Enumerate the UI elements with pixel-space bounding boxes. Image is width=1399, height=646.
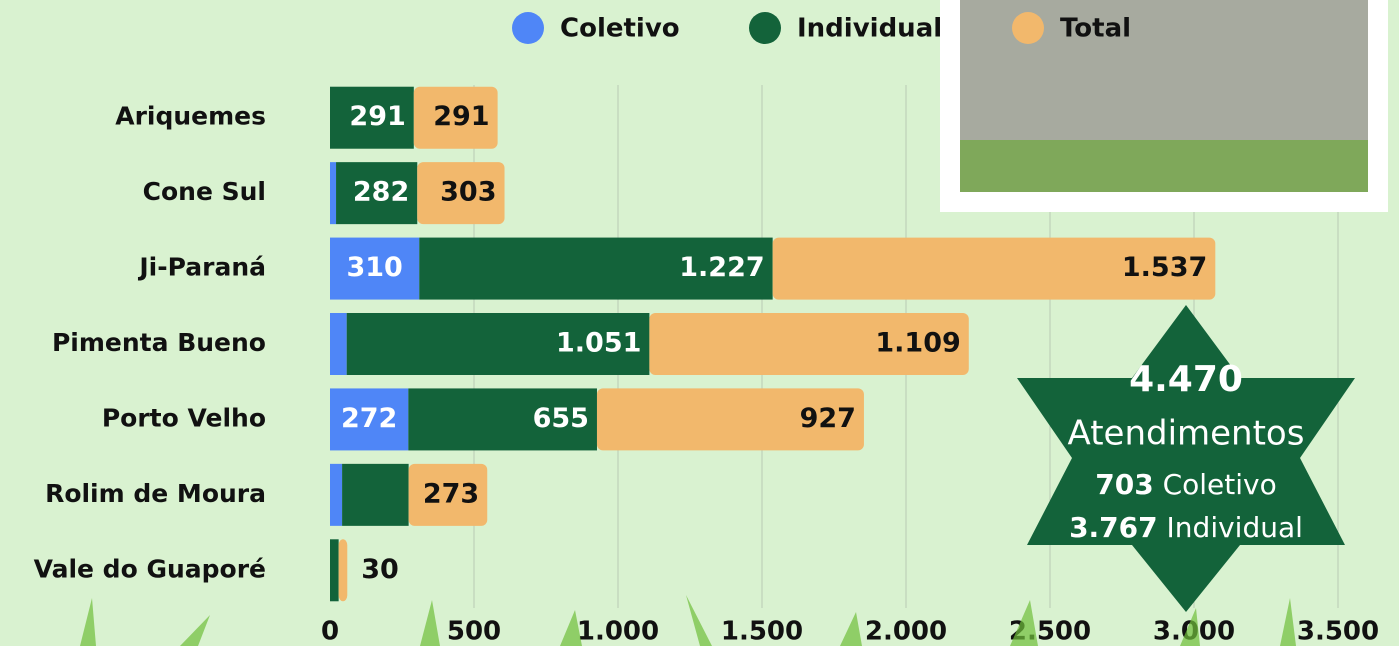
bar-segment	[330, 539, 339, 601]
legend-marker	[1012, 12, 1044, 44]
photo-grass	[960, 140, 1368, 192]
grass-blade	[80, 595, 1296, 646]
x-tick-label: 3.500	[1297, 617, 1379, 646]
chart: 05001.0001.5002.0002.5003.0003.500 Ariqu…	[0, 0, 1399, 646]
value-label: 655	[533, 403, 589, 434]
grass	[80, 595, 1296, 646]
bar-segment	[330, 313, 347, 375]
legend: Coletivo Individual Total	[512, 12, 1131, 44]
badge-total: 4.470	[1129, 359, 1243, 400]
x-tick-label: 0	[321, 617, 339, 646]
badge-coletivo-value: 703	[1095, 468, 1153, 501]
legend-label: Total	[1060, 14, 1131, 44]
value-label: 303	[440, 177, 496, 208]
y-tick-label: Rolim de Moura	[45, 479, 266, 508]
y-tick-label: Porto Velho	[102, 403, 266, 432]
badge-coletivo: 703 Coletivo	[1095, 468, 1277, 501]
value-label: 272	[341, 403, 397, 434]
y-tick-label: Vale do Guaporé	[34, 554, 266, 583]
legend-label: Coletivo	[560, 14, 680, 44]
y-tick-label: Ji-Paraná	[137, 253, 266, 282]
value-label: 1.227	[679, 252, 764, 283]
bar-segment	[342, 464, 409, 526]
badge: 4.470 Atendimentos 703 Coletivo 3.767 In…	[1017, 305, 1355, 612]
badge-star	[1017, 305, 1355, 612]
legend-label: Individual	[797, 14, 942, 44]
x-tick-label: 2.000	[865, 617, 947, 646]
x-tick-label: 1.000	[577, 617, 659, 646]
legend-marker	[512, 12, 544, 44]
badge-individual-value: 3.767	[1069, 511, 1158, 544]
value-label: 1.051	[556, 328, 641, 359]
y-tick-label: Ariquemes	[115, 102, 266, 131]
legend-marker	[749, 12, 781, 44]
badge-individual: 3.767 Individual	[1069, 511, 1303, 544]
badge-label: Atendimentos	[1068, 414, 1305, 454]
x-tick-label: 1.500	[721, 617, 803, 646]
value-label: 927	[800, 403, 856, 434]
value-label: 310	[346, 252, 402, 283]
value-label: 291	[349, 101, 405, 132]
value-label: 1.537	[1122, 252, 1207, 283]
bar-segment	[330, 162, 336, 224]
y-tick-label: Pimenta Bueno	[52, 328, 266, 357]
value-label: 273	[423, 478, 479, 509]
y-tick-label: Cone Sul	[143, 177, 266, 206]
bar-segment	[330, 464, 342, 526]
x-tick-label: 500	[447, 617, 501, 646]
page: 05001.0001.5002.0002.5003.0003.500 Ariqu…	[0, 0, 1399, 646]
badge-individual-label: Individual	[1167, 511, 1303, 544]
value-label: 291	[433, 101, 489, 132]
value-label: 30	[361, 554, 399, 585]
value-label: 1.109	[875, 328, 960, 359]
badge-coletivo-label: Coletivo	[1163, 468, 1277, 501]
value-label: 282	[353, 177, 409, 208]
bar-segment	[339, 539, 348, 601]
